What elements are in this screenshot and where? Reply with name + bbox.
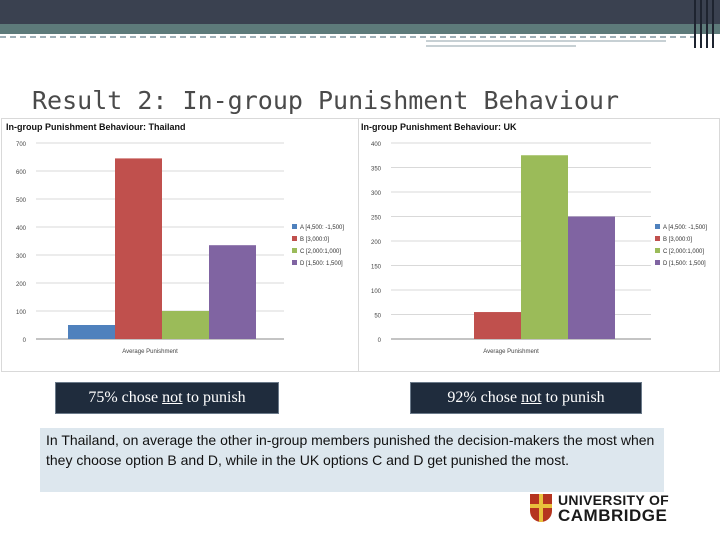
thailand-result-pre: 75% chose [88, 389, 163, 406]
header-dash-line [0, 36, 700, 38]
summary-note: In Thailand, on average the other in-gro… [40, 428, 664, 492]
legend-label: D [1,500: 1,500] [663, 261, 706, 267]
y-tick-label: 400 [371, 142, 382, 148]
thailand-chart: In-group Punishment Behaviour: Thailand 0… [1, 118, 359, 372]
top-accent-band [0, 24, 720, 34]
uk-chart: In-group Punishment Behaviour: UK 0 50 100 1… [358, 118, 720, 372]
bar-d [209, 245, 256, 339]
slide-title: Result 2: In-group Punishment Behaviour [32, 86, 619, 115]
legend-label: B [3,000:0] [663, 237, 692, 243]
header-rule-2 [426, 45, 576, 47]
y-tick-label: 50 [374, 314, 381, 320]
legend-swatch-a [292, 224, 297, 229]
bar-b [115, 158, 162, 339]
bar-c [162, 311, 209, 339]
logo-line-1: UNIVERSITY OF [558, 492, 669, 508]
header-corner-bars [692, 0, 720, 48]
y-tick-label: 250 [371, 216, 382, 222]
legend-swatch-c [655, 248, 660, 253]
legend-label: B [3,000:0] [300, 237, 329, 243]
y-tick-label: 400 [16, 226, 27, 232]
y-tick-label: 0 [23, 338, 27, 344]
uk-result-box: 92% chose not to punish [410, 382, 642, 414]
y-tick-label: 300 [16, 254, 27, 260]
uk-result-emph: not [521, 389, 542, 406]
bar-a [68, 325, 115, 339]
y-tick-label: 0 [378, 338, 382, 344]
legend-swatch-a [655, 224, 660, 229]
chart-title: In-group Punishment Behaviour: Thailand [6, 122, 186, 132]
y-tick-label: 500 [16, 198, 27, 204]
legend-label: A [4,500: -1,500] [300, 225, 344, 231]
y-tick-label: 100 [371, 289, 382, 295]
legend-swatch-c [292, 248, 297, 253]
legend-label: A [4,500: -1,500] [663, 225, 707, 231]
legend-swatch-d [292, 260, 297, 265]
header-rule-1 [426, 40, 666, 42]
thailand-chart-svg: In-group Punishment Behaviour: Thailand 0… [6, 122, 344, 355]
thailand-result-emph: not [162, 389, 183, 406]
legend-swatch-b [655, 236, 660, 241]
chart-title: In-group Punishment Behaviour: UK [361, 122, 517, 132]
legend-label: C [2,000:1,000] [300, 249, 341, 255]
y-tick-label: 300 [371, 191, 382, 197]
logo-line-2: CAMBRIDGE [558, 506, 668, 525]
y-tick-label: 200 [16, 282, 27, 288]
thailand-result-box: 75% chose not to punish [55, 382, 279, 414]
y-tick-label: 700 [16, 142, 27, 148]
legend-label: D [1,500: 1,500] [300, 261, 343, 267]
cambridge-shield-icon [530, 494, 552, 522]
legend-swatch-d [655, 260, 660, 265]
x-axis-label: Average Punishment [483, 349, 539, 355]
thailand-result-post: to punish [182, 389, 246, 406]
bar-c [521, 155, 568, 339]
uk-chart-svg: In-group Punishment Behaviour: UK 0 50 100 1… [361, 122, 707, 355]
logo-wordmark: UNIVERSITY OF CAMBRIDGE [558, 492, 669, 525]
y-tick-label: 150 [371, 265, 382, 271]
uk-result-post: to punish [541, 389, 605, 406]
top-header-band [0, 0, 720, 24]
uk-result-pre: 92% chose [447, 389, 522, 406]
legend-swatch-b [292, 236, 297, 241]
y-tick-label: 200 [371, 240, 382, 246]
x-axis-label: Average Punishment [122, 349, 178, 355]
bar-d [568, 216, 615, 339]
cambridge-logo: UNIVERSITY OF CAMBRIDGE [530, 493, 680, 527]
y-tick-label: 100 [16, 310, 27, 316]
y-tick-label: 600 [16, 170, 27, 176]
bar-b [474, 312, 521, 339]
y-tick-label: 350 [371, 167, 382, 173]
legend-label: C [2,000:1,000] [663, 249, 704, 255]
